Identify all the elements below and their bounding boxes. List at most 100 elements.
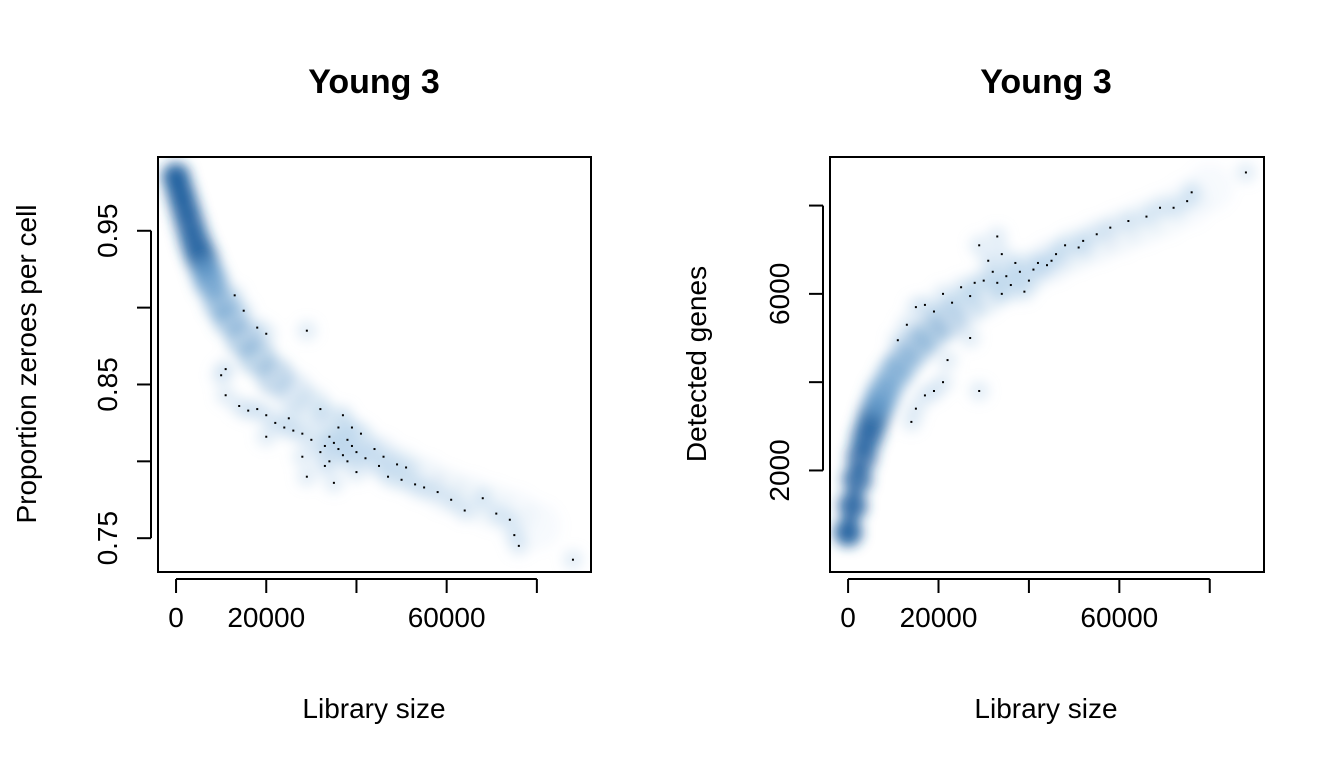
data-point bbox=[1000, 292, 1003, 295]
data-point bbox=[436, 491, 439, 494]
data-point bbox=[946, 359, 949, 362]
data-point bbox=[346, 460, 349, 463]
data-point bbox=[450, 498, 453, 501]
y-tick-label: 0.85 bbox=[92, 357, 123, 412]
data-point bbox=[969, 337, 972, 340]
x-axis: 0 20000 60000 bbox=[840, 578, 1211, 633]
data-point bbox=[337, 448, 340, 451]
data-point bbox=[1109, 226, 1112, 229]
data-point bbox=[973, 281, 976, 284]
data-point bbox=[1023, 290, 1026, 293]
data-point bbox=[242, 309, 245, 312]
data-point bbox=[328, 460, 331, 463]
data-point bbox=[332, 441, 335, 444]
x-tick-label: 60000 bbox=[1080, 602, 1158, 633]
data-point bbox=[1244, 171, 1247, 174]
chart-title: Young 3 bbox=[308, 63, 440, 101]
data-point bbox=[405, 466, 408, 469]
data-point bbox=[960, 286, 963, 289]
x-tick-label: 20000 bbox=[900, 602, 978, 633]
data-point bbox=[1190, 191, 1193, 194]
data-point bbox=[513, 534, 516, 537]
data-point bbox=[932, 389, 935, 392]
density-blob bbox=[838, 491, 868, 521]
data-point bbox=[423, 486, 426, 489]
data-point bbox=[378, 464, 381, 467]
data-point bbox=[224, 394, 227, 397]
data-point bbox=[387, 475, 390, 478]
data-point bbox=[1027, 279, 1030, 282]
plot-frame bbox=[829, 156, 1265, 573]
data-point bbox=[923, 303, 926, 306]
data-point bbox=[951, 301, 954, 304]
data-point bbox=[1046, 264, 1048, 267]
data-point bbox=[1095, 233, 1098, 236]
chart-panel-right: Young 3 0 20000 60000 2000 6000 Library siz… bbox=[681, 63, 1265, 724]
data-point bbox=[350, 444, 353, 447]
data-point bbox=[283, 426, 286, 429]
data-point bbox=[508, 518, 511, 521]
data-point bbox=[305, 475, 308, 478]
data-point bbox=[414, 483, 417, 486]
data-point bbox=[1145, 215, 1148, 218]
data-point bbox=[1050, 259, 1053, 262]
data-point bbox=[932, 310, 935, 313]
density-blob bbox=[512, 501, 561, 550]
data-point bbox=[1055, 253, 1058, 256]
data-point bbox=[355, 451, 358, 454]
outlier-points bbox=[220, 294, 574, 561]
data-point bbox=[292, 429, 295, 432]
data-point bbox=[220, 374, 223, 377]
data-point bbox=[319, 408, 322, 411]
data-point bbox=[914, 306, 917, 309]
outlier-points bbox=[896, 171, 1247, 423]
data-point bbox=[987, 259, 990, 262]
data-point bbox=[247, 409, 250, 412]
data-point bbox=[287, 417, 290, 420]
y-axis-label: Detected genes bbox=[681, 266, 712, 462]
data-point bbox=[1036, 261, 1039, 264]
x-tick-label: 0 bbox=[840, 602, 856, 633]
density-cloud bbox=[834, 162, 1256, 547]
data-point bbox=[996, 235, 999, 238]
data-point bbox=[463, 509, 466, 512]
data-point bbox=[238, 405, 241, 407]
data-point bbox=[1018, 270, 1021, 273]
x-tick-label: 20000 bbox=[227, 602, 305, 633]
data-point bbox=[265, 435, 268, 438]
data-point bbox=[969, 295, 972, 298]
data-point bbox=[1000, 253, 1003, 256]
data-point bbox=[337, 426, 340, 429]
x-axis-label: Library size bbox=[302, 693, 445, 724]
data-point bbox=[1064, 244, 1067, 247]
y-axis-label: Proportion zeroes per cell bbox=[11, 204, 42, 523]
data-point bbox=[517, 544, 520, 547]
data-point bbox=[224, 368, 227, 371]
data-point bbox=[982, 279, 985, 282]
data-point bbox=[1082, 239, 1085, 242]
data-point bbox=[274, 421, 277, 424]
data-point bbox=[233, 294, 236, 297]
data-point bbox=[341, 414, 344, 417]
data-point bbox=[301, 432, 304, 435]
data-point bbox=[1005, 275, 1008, 278]
data-point bbox=[396, 463, 399, 466]
data-point bbox=[319, 451, 322, 454]
data-point bbox=[942, 381, 945, 384]
x-axis: 0 20000 60000 bbox=[168, 578, 538, 633]
density-cloud bbox=[162, 162, 583, 570]
data-point bbox=[332, 481, 335, 484]
data-point bbox=[323, 464, 326, 467]
data-point bbox=[914, 407, 917, 410]
data-point bbox=[323, 444, 326, 447]
data-point bbox=[364, 457, 367, 460]
data-point bbox=[991, 270, 994, 273]
data-point bbox=[1186, 200, 1189, 203]
y-tick-label: 2000 bbox=[764, 439, 795, 501]
x-tick-label: 0 bbox=[168, 602, 184, 633]
y-tick-label: 6000 bbox=[764, 263, 795, 325]
data-point bbox=[942, 292, 945, 295]
data-point bbox=[481, 497, 484, 500]
data-point bbox=[910, 420, 913, 423]
